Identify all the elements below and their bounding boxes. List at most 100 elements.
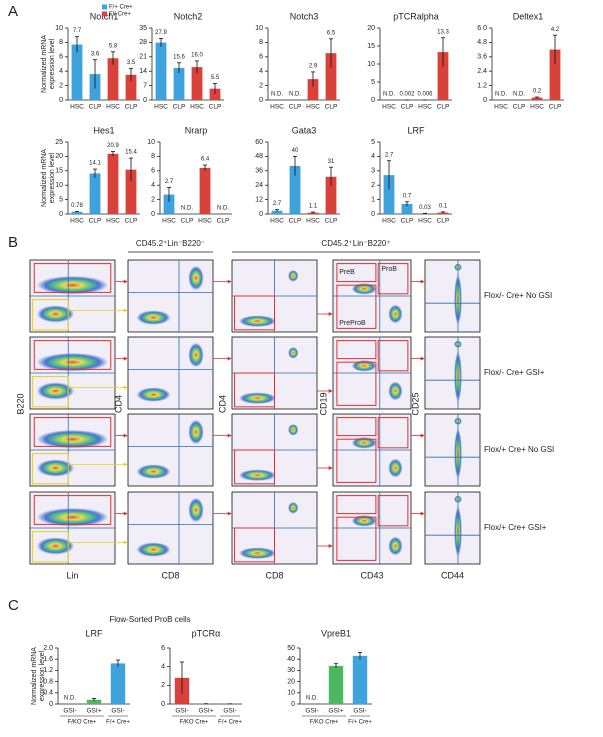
group-label: F/KO Cre+ <box>68 720 97 726</box>
y-tick-label: 5 <box>59 196 63 203</box>
y-tick-label: 0 <box>291 701 295 708</box>
x-tick-label: HSC <box>70 218 84 225</box>
x-axis-label: CD43 <box>360 570 383 580</box>
x-axis-label: CD44 <box>441 570 464 580</box>
legend-swatch <box>102 4 107 10</box>
flow-density <box>136 464 171 479</box>
y-axis-label: Normalized mRNA <box>41 35 48 93</box>
row-label: Flox/+ Cre+ No GSI <box>484 445 554 454</box>
flow-density <box>351 437 377 449</box>
y-tick-label: 0 <box>259 97 263 104</box>
bar <box>89 173 101 214</box>
flow-gate <box>377 495 409 527</box>
y-tick-label: 21 <box>139 54 147 61</box>
bar <box>328 665 344 704</box>
flow-density <box>238 392 277 404</box>
flow-gate <box>377 417 409 449</box>
y-tick-label: 15 <box>55 168 63 175</box>
y-tick-label: 0 <box>49 701 53 708</box>
value-label: 40 <box>292 148 299 154</box>
value-label: 27.9 <box>155 30 167 36</box>
flow-density <box>351 360 377 372</box>
y-tick-label: 0 <box>371 97 375 104</box>
legend-swatch <box>102 11 107 17</box>
flow-density <box>288 502 299 514</box>
y-tick-label: 0 <box>59 97 63 104</box>
value-label: 2.9 <box>309 63 318 69</box>
y-tick-label: 4 <box>259 68 263 75</box>
y-tick-label: 60 <box>255 139 263 146</box>
chart-title: Notch3 <box>290 11 319 21</box>
x-tick-label: GSI+ <box>199 708 214 715</box>
flow-density <box>288 424 299 436</box>
y-tick-label: 0 <box>371 211 375 218</box>
value-label: 20.9 <box>107 143 119 149</box>
y-axis-label: CD4 <box>113 395 123 413</box>
flow-density <box>238 547 277 559</box>
x-tick-label: GSI- <box>63 708 76 715</box>
bar <box>437 52 449 100</box>
legend-label: F/+ Cre+ <box>109 5 133 11</box>
y-axis-label: B220 <box>15 393 25 414</box>
y-tick-label: 4 <box>371 153 375 160</box>
flow-gate <box>377 340 409 372</box>
flow-gate <box>336 516 377 561</box>
bar <box>401 203 413 214</box>
y-tick-label: 0 <box>161 701 165 708</box>
y-tick-label: 4.8 <box>477 39 487 46</box>
y-tick-label: 0 <box>143 97 147 104</box>
y-axis-label: Normalized mRNA <box>31 647 38 705</box>
y-tick-label: 0 <box>483 97 487 104</box>
flow-gate <box>234 372 276 408</box>
flow-density <box>136 387 171 402</box>
x-tick-label: HSC <box>270 218 284 225</box>
header: CD45.2⁺Lin⁻B220⁻ <box>136 239 205 248</box>
flow-gate <box>32 531 69 563</box>
group-label: F/KO Cre+ <box>180 720 209 726</box>
flow-gate <box>336 361 377 406</box>
flow-density <box>188 265 204 291</box>
y-tick-label: 10 <box>367 61 375 68</box>
x-tick-label: CLP <box>209 104 222 111</box>
flow-bg <box>424 413 481 487</box>
x-tick-label: HSC <box>530 104 544 111</box>
flow-gate <box>336 263 377 283</box>
bar <box>110 663 126 704</box>
value-label: N.D. <box>495 92 507 98</box>
x-tick-label: HSC <box>190 104 204 111</box>
x-tick-label: CLP <box>325 104 338 111</box>
bar <box>125 74 137 100</box>
value-label: 2.7 <box>385 152 394 158</box>
value-label: N.D. <box>271 92 283 98</box>
panel-subtitle: Flow-Sorted ProB cells <box>109 615 190 624</box>
flow-density <box>188 497 204 523</box>
flow-density <box>136 542 171 557</box>
flow-density <box>238 469 277 481</box>
x-tick-label: HSC <box>418 218 432 225</box>
y-tick-label: 8 <box>59 39 63 46</box>
bar <box>271 210 283 214</box>
x-tick-label: CLP <box>325 218 338 225</box>
x-tick-label: HSC <box>162 218 176 225</box>
value-label: N.D. <box>306 696 318 702</box>
flow-density <box>388 536 403 556</box>
y-tick-label: 36 <box>255 168 263 175</box>
x-tick-label: GSI+ <box>329 708 344 715</box>
bar <box>307 79 319 100</box>
group-label: F/KO Cre+ <box>310 720 339 726</box>
bar <box>289 166 301 214</box>
x-tick-label: CLP <box>437 104 450 111</box>
group-label: F/+ Cre+ <box>348 720 372 726</box>
flow-density <box>388 458 403 478</box>
y-tick-label: 0.4 <box>43 690 53 697</box>
y-axis-label: CD19 <box>318 392 328 415</box>
y-tick-label: 35 <box>139 25 147 32</box>
x-tick-label: CLP <box>401 218 414 225</box>
y-tick-label: 25 <box>55 139 63 146</box>
y-tick-label: 6 <box>161 645 165 652</box>
bar <box>173 67 185 100</box>
y-tick-label: 24 <box>255 182 263 189</box>
y-axis-label: Normalized mRNA <box>41 149 48 207</box>
x-tick-label: GSI- <box>223 708 236 715</box>
flow-gate <box>32 453 69 485</box>
